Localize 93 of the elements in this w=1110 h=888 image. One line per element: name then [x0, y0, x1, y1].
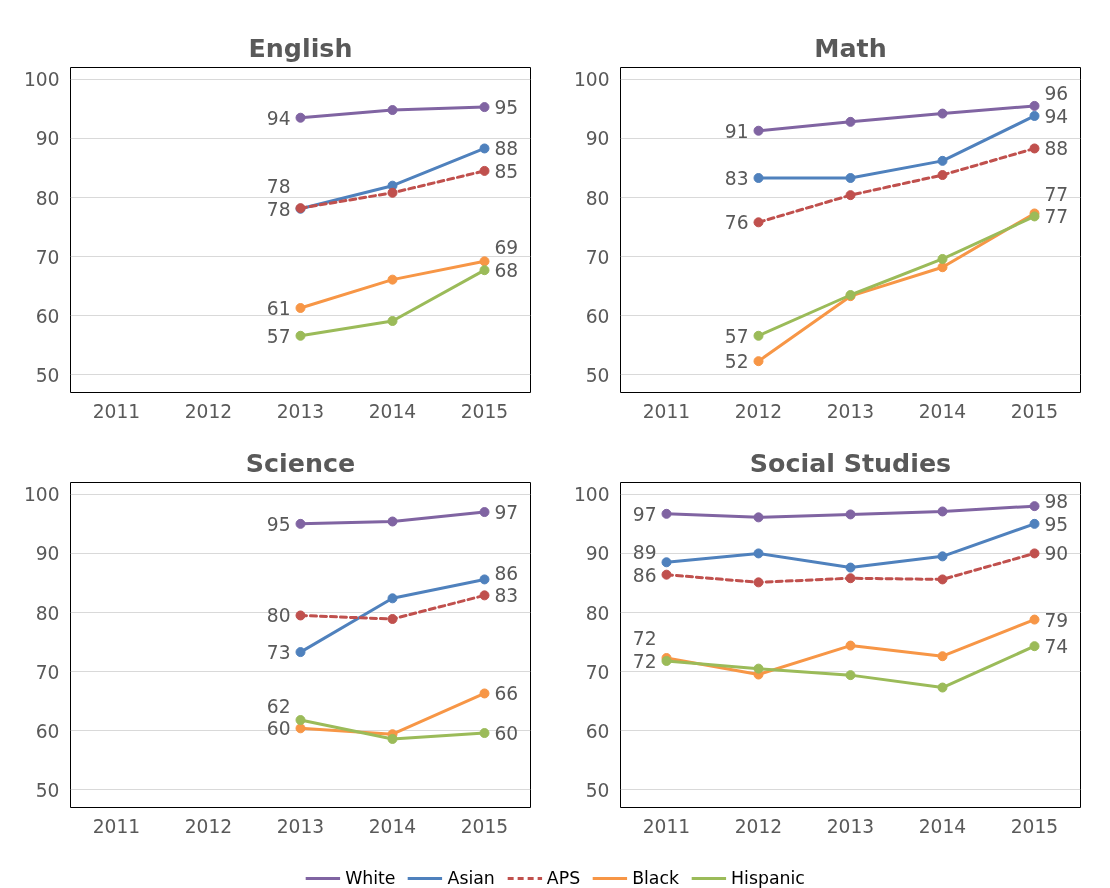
x-tick-label: 2013 [276, 815, 325, 837]
data-label: 78 [266, 175, 291, 197]
data-label: 57 [266, 325, 291, 347]
x-tick-label: 2012 [734, 400, 783, 422]
x-tick-label: 2011 [92, 400, 141, 422]
y-tick-label: 70 [585, 661, 610, 683]
data-label: 62 [266, 695, 291, 717]
legend-label: Asian [447, 867, 495, 888]
y-tick-label: 100 [573, 69, 610, 91]
data-label: 60 [494, 723, 519, 745]
chart-title: Science [245, 447, 356, 478]
x-tick-label: 2011 [92, 815, 141, 837]
data-label: 88 [1044, 138, 1069, 160]
data-label: 95 [494, 97, 519, 119]
x-tick-label: 2012 [734, 815, 783, 837]
data-label: 76 [724, 212, 749, 234]
legend-label: APS [546, 867, 581, 888]
y-tick-label: 90 [585, 543, 610, 565]
y-tick-label: 80 [585, 187, 610, 209]
x-tick-label: 2015 [460, 400, 509, 422]
y-tick-label: 70 [35, 661, 60, 683]
data-label: 95 [1044, 513, 1069, 535]
data-label: 98 [1044, 491, 1069, 513]
x-tick-label: 2014 [918, 400, 967, 422]
data-label: 80 [266, 605, 291, 627]
data-label: 52 [724, 351, 749, 373]
data-label: 88 [494, 138, 519, 160]
legend-label: White [345, 867, 396, 888]
y-tick-label: 80 [35, 187, 60, 209]
data-label: 89 [632, 541, 657, 563]
y-tick-label: 90 [585, 128, 610, 150]
data-label: 74 [1044, 636, 1069, 658]
y-tick-label: 60 [585, 720, 610, 742]
x-tick-label: 2014 [368, 815, 417, 837]
y-tick-label: 50 [35, 779, 60, 801]
data-label: 72 [632, 650, 657, 672]
x-tick-label: 2015 [1010, 815, 1059, 837]
x-tick-label: 2015 [1010, 400, 1059, 422]
data-label: 86 [494, 562, 519, 584]
data-label: 85 [494, 160, 519, 182]
y-tick-label: 60 [585, 305, 610, 327]
data-label: 96 [1044, 83, 1069, 105]
y-tick-label: 60 [35, 305, 60, 327]
y-tick-label: 100 [23, 69, 60, 91]
data-label: 91 [724, 120, 749, 142]
x-tick-label: 2013 [826, 815, 875, 837]
data-label: 83 [494, 585, 519, 607]
data-label: 66 [494, 683, 519, 705]
x-tick-label: 2013 [276, 400, 325, 422]
data-label: 68 [494, 260, 519, 282]
x-tick-label: 2012 [184, 400, 233, 422]
data-label: 97 [494, 502, 519, 524]
y-tick-label: 80 [585, 602, 610, 624]
data-label: 86 [632, 564, 657, 586]
data-label: 61 [266, 298, 291, 319]
legend-label: Black [632, 867, 680, 888]
x-tick-label: 2014 [368, 400, 417, 422]
y-tick-label: 70 [35, 246, 60, 268]
data-label: 79 [1044, 609, 1069, 631]
x-tick-label: 2011 [642, 815, 691, 837]
data-label: 78 [266, 198, 291, 220]
y-tick-label: 70 [585, 246, 610, 268]
data-label: 83 [724, 168, 749, 189]
y-tick-label: 50 [35, 364, 60, 386]
data-label: 60 [266, 718, 291, 740]
x-tick-label: 2012 [184, 815, 233, 837]
data-label: 57 [724, 325, 749, 347]
chart-title: Math [814, 32, 887, 63]
data-label: 97 [632, 503, 657, 525]
chart-title: English [248, 32, 353, 63]
x-tick-label: 2011 [642, 400, 691, 422]
y-tick-label: 80 [35, 602, 60, 624]
y-tick-label: 100 [23, 484, 60, 506]
x-tick-label: 2015 [460, 815, 509, 837]
data-label: 69 [494, 237, 519, 259]
chart-title: Social Studies [749, 447, 952, 478]
data-label: 77 [1044, 206, 1069, 228]
legend-label: Hispanic [731, 867, 805, 888]
data-label: 94 [266, 107, 291, 129]
y-tick-label: 50 [585, 364, 610, 386]
y-tick-label: 100 [573, 484, 610, 506]
data-label: 90 [1044, 543, 1069, 565]
y-tick-label: 60 [35, 720, 60, 742]
data-label: 77 [1044, 183, 1069, 205]
x-tick-label: 2013 [826, 400, 875, 422]
y-tick-label: 90 [35, 543, 60, 565]
data-label: 95 [266, 513, 291, 535]
data-label: 72 [632, 628, 657, 650]
data-label: 73 [266, 642, 291, 664]
y-tick-label: 90 [35, 128, 60, 150]
x-tick-label: 2014 [918, 815, 967, 837]
y-tick-label: 50 [585, 779, 610, 801]
data-label: 94 [1044, 105, 1069, 127]
